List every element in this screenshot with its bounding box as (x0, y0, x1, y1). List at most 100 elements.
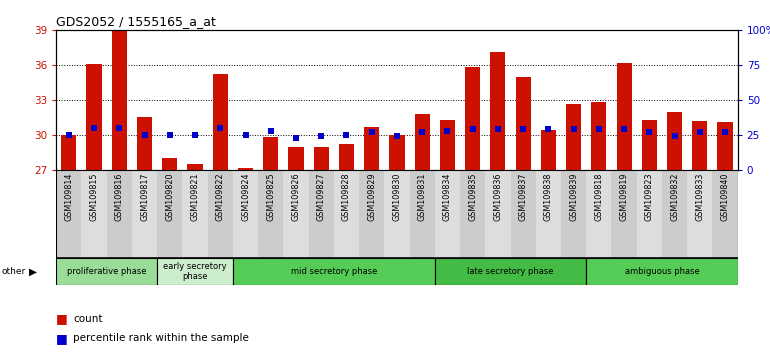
Bar (112, 30, 127, 170)
Point (492, 126, 504, 132)
Bar (541, 130, 556, 170)
Text: late secretory phase: late secretory phase (467, 267, 554, 276)
Point (315, 133, 327, 139)
Bar (157, 258, 233, 285)
Bar (82, 170, 107, 258)
Point (88, 125, 100, 131)
Point (139, 132, 151, 138)
Bar (712, 170, 738, 258)
Bar (692, 121, 708, 170)
Text: GSM109831: GSM109831 (417, 172, 427, 221)
Bar (182, 170, 208, 258)
Bar (490, 52, 505, 170)
Text: ▶: ▶ (29, 267, 37, 277)
Text: count: count (73, 314, 102, 324)
Point (441, 128, 454, 133)
Bar (283, 170, 309, 258)
Bar (591, 102, 607, 170)
Point (62, 132, 75, 138)
Point (618, 126, 630, 132)
Text: GSM109832: GSM109832 (670, 172, 679, 221)
Bar (465, 67, 480, 170)
Text: GDS2052 / 1555165_a_at: GDS2052 / 1555165_a_at (56, 15, 216, 28)
Bar (485, 170, 511, 258)
Text: GSM109817: GSM109817 (140, 172, 149, 221)
Point (567, 126, 580, 132)
Bar (187, 164, 203, 170)
Bar (667, 112, 682, 170)
Bar (440, 120, 455, 170)
Text: other: other (2, 267, 25, 276)
Bar (359, 170, 384, 258)
Text: GSM109823: GSM109823 (644, 172, 654, 221)
Point (214, 125, 226, 131)
Bar (233, 170, 258, 258)
Point (542, 126, 554, 132)
Point (719, 129, 732, 135)
Text: GSM109838: GSM109838 (544, 172, 553, 221)
Text: GSM109829: GSM109829 (367, 172, 377, 221)
Bar (561, 170, 586, 258)
Bar (384, 170, 410, 258)
Text: ambiguous phase: ambiguous phase (624, 267, 699, 276)
Text: GSM109830: GSM109830 (393, 172, 401, 221)
Bar (339, 144, 354, 170)
Bar (238, 167, 253, 170)
Bar (289, 147, 303, 170)
Bar (137, 118, 152, 170)
Bar (258, 170, 283, 258)
Point (189, 132, 201, 138)
Point (290, 135, 302, 141)
Bar (213, 74, 228, 170)
Bar (62, 135, 76, 170)
Text: early secretory
phase: early secretory phase (163, 262, 227, 281)
Bar (410, 170, 435, 258)
Text: GSM109833: GSM109833 (695, 172, 705, 221)
Text: mid secretory phase: mid secretory phase (290, 267, 377, 276)
Bar (566, 103, 581, 170)
Text: GSM109815: GSM109815 (89, 172, 99, 221)
Text: GSM109836: GSM109836 (494, 172, 502, 221)
Bar (132, 170, 157, 258)
Text: ■: ■ (56, 312, 68, 325)
Bar (435, 170, 460, 258)
Point (340, 132, 353, 138)
Text: GSM109834: GSM109834 (443, 172, 452, 221)
Bar (718, 122, 732, 170)
Bar (309, 170, 334, 258)
Bar (435, 258, 586, 285)
Bar (86, 64, 102, 170)
Bar (536, 170, 561, 258)
Point (113, 125, 126, 131)
Bar (56, 170, 82, 258)
Bar (662, 170, 687, 258)
Bar (641, 120, 657, 170)
Text: GSM109816: GSM109816 (115, 172, 124, 221)
Bar (233, 258, 435, 285)
Point (694, 129, 706, 135)
Text: GSM109835: GSM109835 (468, 172, 477, 221)
Bar (107, 170, 132, 258)
Bar (460, 170, 485, 258)
Bar (511, 170, 536, 258)
Bar (586, 258, 738, 285)
Bar (516, 77, 531, 170)
Bar (56, 258, 157, 285)
Bar (162, 158, 177, 170)
Text: GSM109818: GSM109818 (594, 172, 604, 221)
Point (668, 133, 681, 139)
Point (265, 128, 277, 133)
Text: ■: ■ (56, 332, 68, 344)
Text: GSM109840: GSM109840 (721, 172, 729, 221)
Bar (208, 170, 233, 258)
Bar (687, 170, 712, 258)
Bar (157, 170, 182, 258)
Point (467, 126, 479, 132)
Bar (313, 147, 329, 170)
Text: GSM109824: GSM109824 (241, 172, 250, 221)
Bar (334, 170, 359, 258)
Text: GSM109828: GSM109828 (342, 172, 351, 221)
Point (416, 129, 428, 135)
Bar (617, 63, 631, 170)
Bar (364, 127, 380, 170)
